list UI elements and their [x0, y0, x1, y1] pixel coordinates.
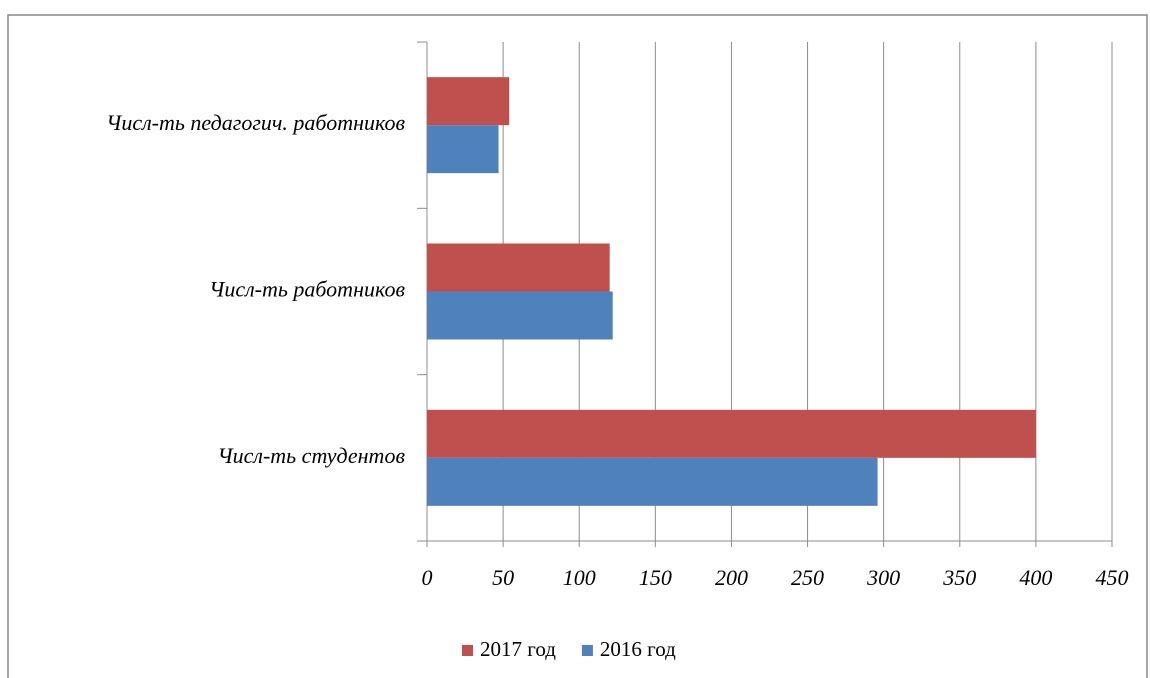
bar: [427, 409, 1036, 458]
x-tick-label: 300: [866, 565, 900, 590]
legend-label: 2016 год: [600, 637, 676, 661]
x-tick-label: 250: [791, 565, 824, 590]
legend-swatch: [462, 645, 473, 656]
x-tick-label: 200: [715, 565, 748, 590]
bar: [427, 291, 613, 340]
x-tick-label: 450: [1096, 565, 1129, 590]
y-tick-label: Числ-ть студентов: [217, 443, 405, 468]
bar: [427, 243, 610, 292]
x-tick-label: 50: [492, 565, 514, 590]
legend-label: 2017 год: [480, 637, 556, 661]
bar: [427, 457, 878, 506]
chart-frame: [7, 14, 1148, 678]
x-tick-label: 400: [1019, 565, 1052, 590]
bar: [427, 77, 510, 126]
y-tick-label: Числ-ть педагогич. работников: [106, 110, 405, 135]
x-tick-label: 0: [422, 565, 433, 590]
x-tick-label: 150: [639, 565, 672, 590]
x-tick-label: 350: [942, 565, 976, 590]
bar: [427, 125, 499, 174]
y-tick-label: Числ-ть работников: [209, 277, 405, 302]
x-tick-label: 100: [563, 565, 596, 590]
legend-swatch: [581, 645, 593, 656]
